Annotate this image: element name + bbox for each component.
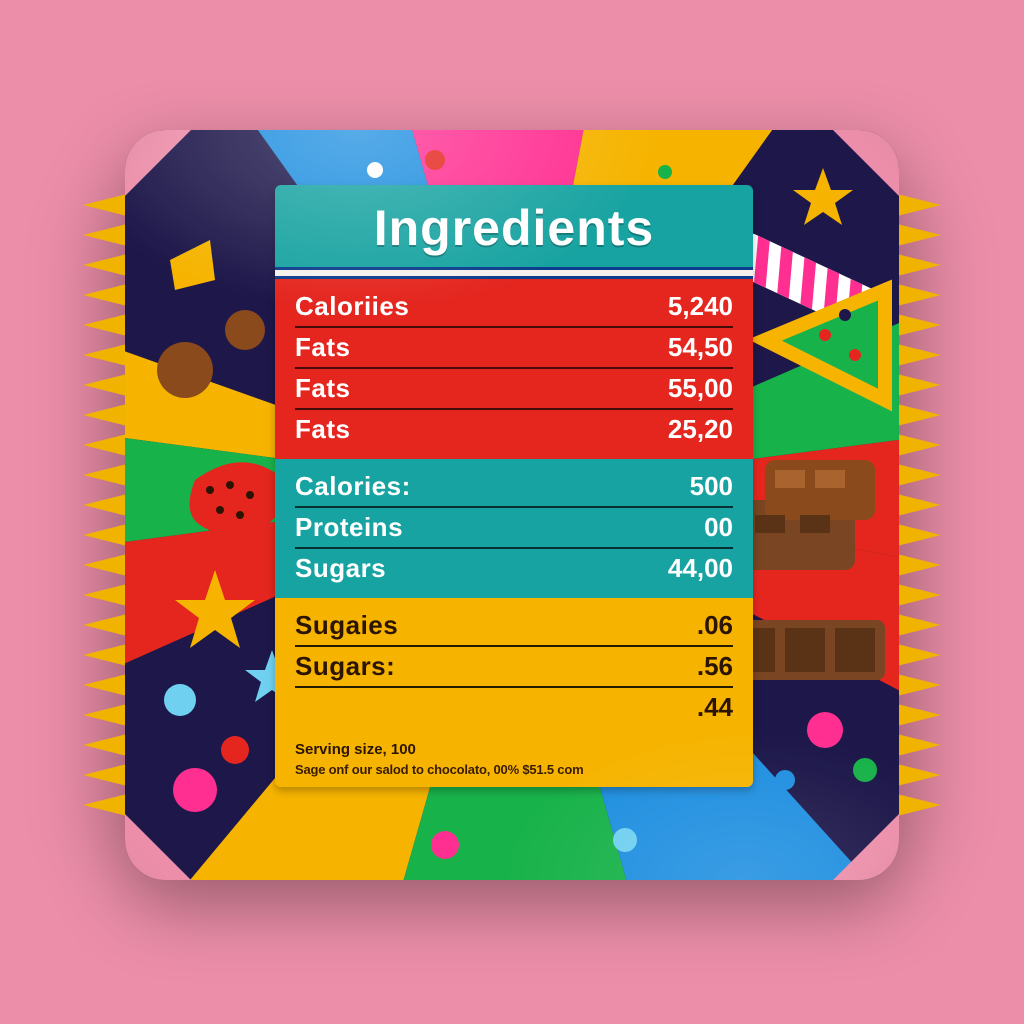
- corner-cut: [831, 130, 899, 198]
- row-value: .44: [697, 692, 733, 723]
- serving-size: Serving size, 100: [275, 737, 753, 760]
- wrapper-face: Ingredients Caloriies 5,240 Fats 54,50 F…: [125, 130, 899, 880]
- row-value: 54,50: [668, 332, 733, 363]
- row-value: .06: [697, 610, 733, 641]
- row-name: Proteins: [295, 512, 403, 543]
- table-row: Sugars: .56: [295, 647, 733, 688]
- row-name: Calories:: [295, 471, 411, 502]
- row-value: 55,00: [668, 373, 733, 404]
- section-red: Caloriies 5,240 Fats 54,50 Fats 55,00 Fa…: [275, 279, 753, 459]
- row-name: Sugaies: [295, 610, 398, 641]
- table-row: Proteins 00: [295, 508, 733, 549]
- fine-print: Sage onf our salod to chocolato, 00% $51…: [275, 760, 753, 787]
- corner-cut: [125, 130, 193, 198]
- table-row: Fats 55,00: [295, 369, 733, 410]
- section-yellow: Sugaies .06 Sugars: .56 .44: [275, 598, 753, 737]
- table-row: Caloriies 5,240: [295, 287, 733, 328]
- table-row: Calories: 500: [295, 467, 733, 508]
- table-row: Fats 25,20: [295, 410, 733, 449]
- row-name: Fats: [295, 414, 350, 445]
- section-green: Calories: 500 Proteins 00 Sugars 44,00: [275, 459, 753, 598]
- table-row: Sugaies .06: [295, 606, 733, 647]
- row-name: Fats: [295, 332, 350, 363]
- row-name: Sugars:: [295, 651, 395, 682]
- row-name: Fats: [295, 373, 350, 404]
- label-title: Ingredients: [275, 185, 753, 267]
- label-divider: [275, 267, 753, 279]
- row-name: Caloriies: [295, 291, 409, 322]
- stage: Ingredients Caloriies 5,240 Fats 54,50 F…: [0, 0, 1024, 1024]
- table-row: .44: [295, 688, 733, 727]
- table-row: Fats 54,50: [295, 328, 733, 369]
- corner-cut: [831, 812, 899, 880]
- row-value: 44,00: [668, 553, 733, 584]
- row-value: 25,20: [668, 414, 733, 445]
- ingredients-label: Ingredients Caloriies 5,240 Fats 54,50 F…: [275, 185, 753, 787]
- table-row: Sugars 44,00: [295, 549, 733, 588]
- row-value: 5,240: [668, 291, 733, 322]
- corner-cut: [125, 812, 193, 880]
- row-value: .56: [697, 651, 733, 682]
- candy-wrapper: Ingredients Caloriies 5,240 Fats 54,50 F…: [95, 130, 929, 880]
- row-value: 00: [704, 512, 733, 543]
- row-value: 500: [690, 471, 733, 502]
- row-name: [295, 692, 303, 723]
- row-name: Sugars: [295, 553, 386, 584]
